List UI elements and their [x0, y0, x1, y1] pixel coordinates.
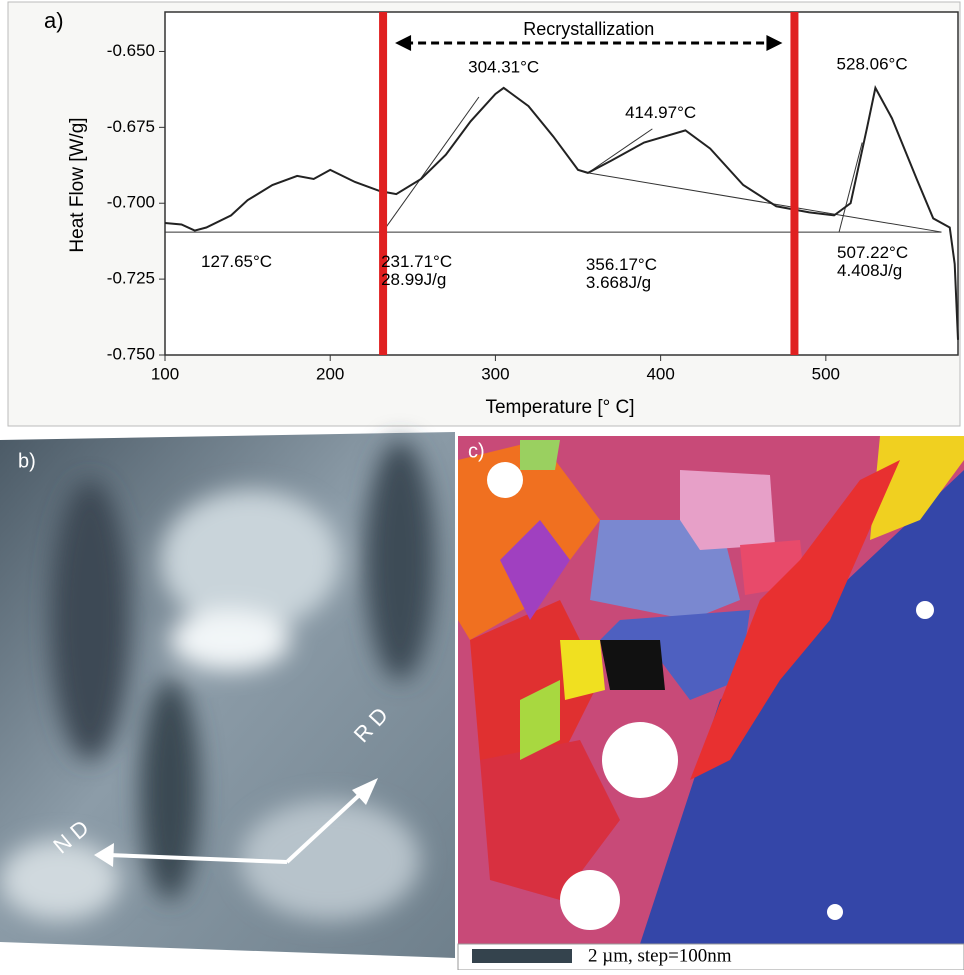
y-tick-label: -0.700 — [107, 193, 155, 212]
annotation: 304.31°C — [468, 58, 539, 77]
y-tick-label: -0.750 — [107, 344, 155, 363]
annotation: 28.99J/g — [381, 270, 446, 289]
y-tick-label: -0.725 — [107, 269, 155, 288]
y-axis-label: Heat Flow [W/g] — [67, 117, 88, 252]
scale-bar-label: 2 µm, step=100nm — [588, 945, 732, 966]
panel-c: c) 2 µm, step=100nm — [458, 436, 964, 970]
annotation: 507.22°C — [837, 243, 908, 262]
x-tick-label: 100 — [151, 364, 179, 383]
x-tick-label: 500 — [812, 364, 840, 383]
panel-b: b) R D N D — [0, 432, 455, 958]
annotation: 414.97°C — [625, 103, 696, 122]
x-axis-label: Temperature [° C] — [485, 397, 634, 418]
panel-label: b) — [18, 450, 36, 472]
annotation: 231.71°C — [381, 252, 452, 271]
scale-bar — [472, 949, 572, 963]
x-tick-label: 400 — [646, 364, 674, 383]
recrystallization-bound — [379, 12, 387, 355]
span-label: Recrystallization — [523, 19, 654, 39]
annotation: 356.17°C — [586, 255, 657, 274]
y-tick-label: -0.650 — [107, 41, 155, 60]
recrystallization-bound — [790, 12, 798, 355]
x-tick-label: 200 — [316, 364, 344, 383]
panel-label: c) — [468, 440, 485, 462]
annotation: 127.65°C — [201, 252, 272, 271]
y-tick-label: -0.675 — [107, 117, 155, 136]
figure: a) -0.650 -0.675 -0.700 -0.725 -0.750100 200 3… — [0, 0, 964, 970]
annotation: 3.668J/g — [586, 273, 651, 292]
panel-label: a) — [44, 8, 64, 33]
annotation: 528.06°C — [837, 55, 908, 74]
page: {"chart_data": {"type": "line", "panel_l… — [0, 0, 964, 970]
x-tick-label: 300 — [481, 364, 509, 383]
annotation: 4.408J/g — [837, 261, 902, 280]
